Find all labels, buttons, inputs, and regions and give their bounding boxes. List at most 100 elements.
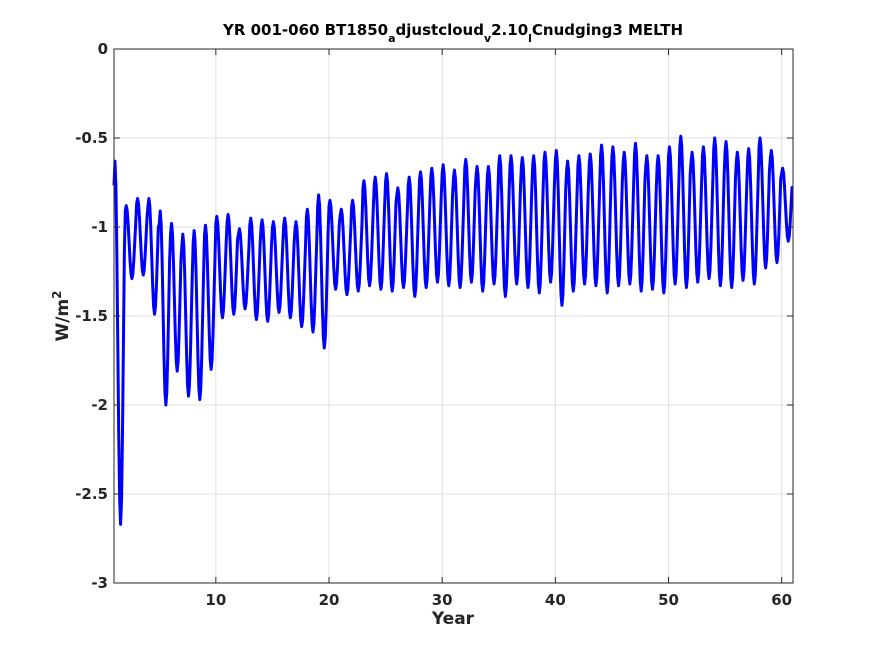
title-segment: djustcloud bbox=[396, 21, 484, 39]
series-point bbox=[537, 283, 539, 285]
series-point bbox=[222, 310, 224, 312]
series-point bbox=[566, 169, 568, 171]
series-point bbox=[286, 267, 289, 269]
series-point bbox=[612, 146, 614, 148]
series-point bbox=[759, 137, 761, 139]
series-point bbox=[284, 217, 286, 219]
series-point bbox=[445, 224, 447, 226]
series-point bbox=[530, 221, 532, 224]
series-point bbox=[410, 206, 412, 208]
series-point bbox=[670, 180, 672, 182]
series-point bbox=[606, 292, 608, 294]
series-point bbox=[318, 204, 321, 206]
series-point bbox=[488, 173, 490, 175]
series-point bbox=[699, 249, 701, 251]
series-point bbox=[574, 258, 576, 260]
series-point bbox=[730, 277, 732, 279]
series-point bbox=[153, 305, 155, 308]
series-point bbox=[196, 314, 198, 316]
series-point bbox=[718, 275, 721, 277]
series-point bbox=[625, 184, 627, 186]
series-point bbox=[316, 239, 318, 241]
series-point bbox=[310, 300, 312, 302]
series-point bbox=[147, 205, 149, 207]
series-point bbox=[272, 221, 274, 223]
series-point bbox=[173, 296, 175, 298]
series-point bbox=[270, 244, 273, 246]
series-point bbox=[345, 288, 347, 290]
series-point bbox=[296, 228, 298, 230]
series-point bbox=[508, 190, 510, 192]
series-point bbox=[320, 270, 323, 273]
series-point bbox=[649, 221, 651, 224]
series-point bbox=[535, 223, 538, 225]
series-point bbox=[171, 232, 174, 234]
series-point bbox=[419, 171, 422, 173]
series-point bbox=[127, 223, 129, 225]
series-point bbox=[749, 181, 752, 184]
series-point bbox=[193, 229, 195, 232]
series-point bbox=[695, 249, 697, 251]
series-point bbox=[314, 300, 316, 302]
series-point bbox=[381, 281, 383, 283]
series-point bbox=[731, 286, 733, 289]
series-point bbox=[494, 275, 496, 277]
series-point bbox=[155, 284, 158, 286]
series-point bbox=[473, 220, 475, 222]
series-point bbox=[702, 146, 705, 148]
series-point bbox=[262, 226, 264, 228]
series-point bbox=[726, 150, 728, 152]
series-point bbox=[186, 384, 189, 386]
series-point bbox=[489, 195, 491, 197]
series-point bbox=[616, 275, 619, 278]
series-point bbox=[452, 177, 455, 179]
series-point bbox=[378, 260, 380, 262]
series-point bbox=[500, 164, 502, 166]
series-point bbox=[189, 355, 191, 357]
series-point bbox=[565, 188, 567, 190]
series-point bbox=[567, 169, 570, 171]
series-point bbox=[126, 209, 128, 212]
series-point bbox=[225, 241, 227, 243]
series-point bbox=[679, 145, 681, 147]
series-point bbox=[637, 216, 639, 218]
chart-title: YR 001-060 BT1850adjustcloudv2.10lCnudgi… bbox=[222, 21, 683, 45]
series-point bbox=[343, 251, 345, 253]
series-point bbox=[586, 219, 589, 221]
series-point bbox=[656, 164, 658, 166]
series-point bbox=[579, 163, 581, 165]
series-point bbox=[728, 213, 730, 216]
series-point bbox=[624, 160, 626, 162]
series-point bbox=[484, 259, 486, 261]
series-point bbox=[694, 216, 696, 218]
series-point bbox=[254, 312, 257, 314]
y-tick-label: 0 bbox=[98, 40, 108, 58]
series-point bbox=[467, 220, 470, 222]
series-point bbox=[257, 293, 259, 295]
series-point bbox=[375, 184, 377, 186]
series-point bbox=[218, 241, 220, 243]
series-point bbox=[265, 295, 267, 297]
series-point bbox=[166, 391, 168, 393]
series-point bbox=[509, 163, 511, 165]
series-point bbox=[585, 251, 588, 253]
series-point bbox=[233, 313, 235, 315]
series-point bbox=[279, 305, 281, 307]
series-point bbox=[390, 282, 392, 284]
series-point bbox=[741, 271, 743, 273]
series-point bbox=[229, 238, 231, 241]
series-point bbox=[142, 274, 144, 276]
series-point bbox=[766, 234, 769, 237]
series-point bbox=[240, 248, 242, 250]
series-point bbox=[743, 271, 745, 273]
series-point bbox=[468, 250, 471, 253]
series-point bbox=[264, 270, 266, 272]
series-point bbox=[550, 281, 552, 283]
series-point bbox=[576, 193, 578, 195]
series-point bbox=[680, 135, 682, 137]
series-point bbox=[765, 267, 767, 269]
series-point bbox=[338, 221, 340, 224]
series-point bbox=[684, 276, 687, 278]
series-point bbox=[248, 248, 250, 250]
series-point bbox=[249, 224, 251, 226]
